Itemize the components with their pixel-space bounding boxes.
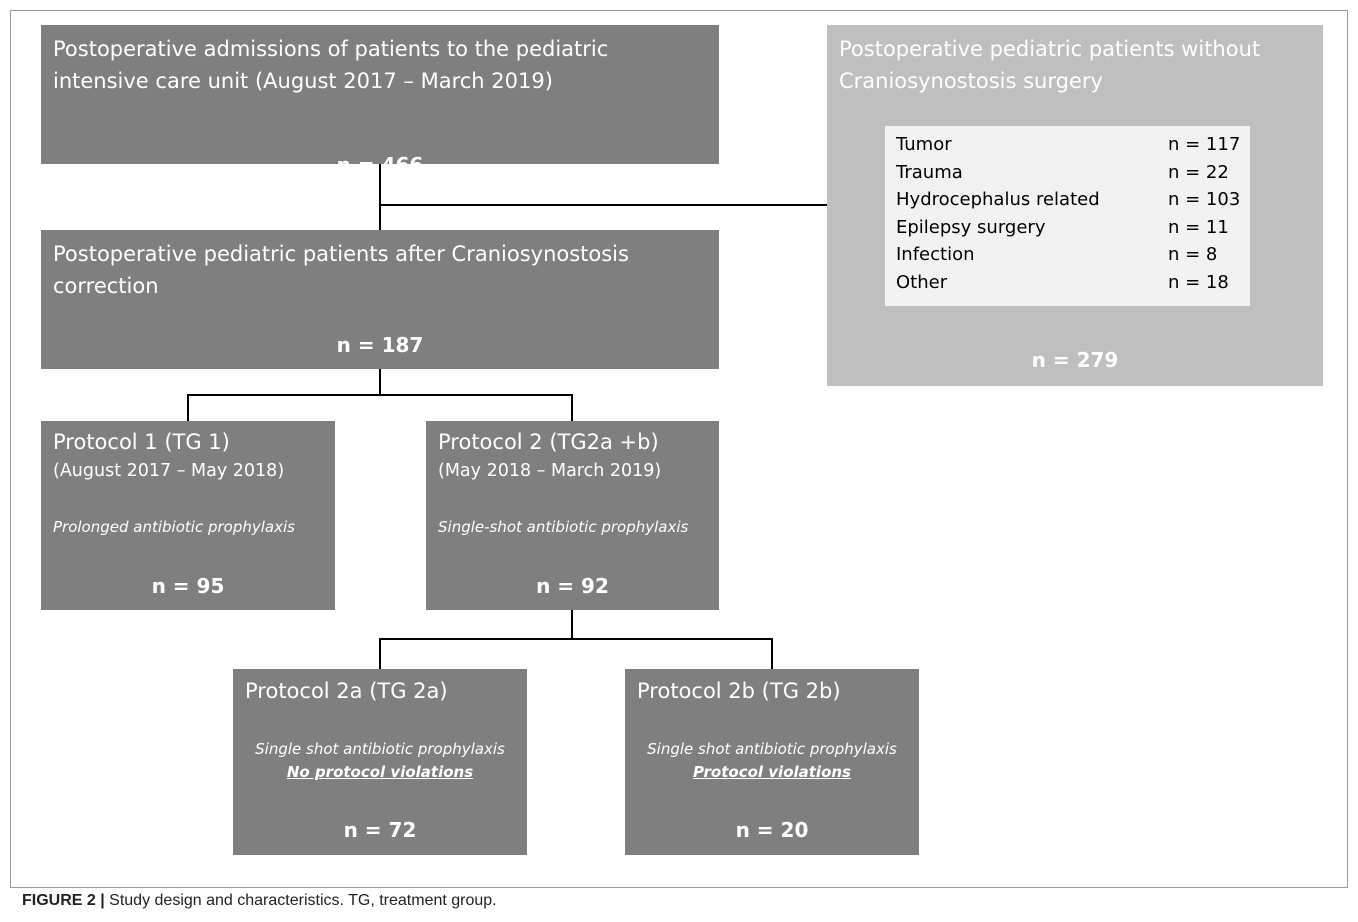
protocol1-description: Prolonged antibiotic prophylaxis: [53, 518, 295, 536]
category-row: Epilepsy surgery n = 11: [896, 214, 1240, 242]
connector-to-protocol1: [187, 394, 189, 421]
category-row: Hydrocephalus related n = 103: [896, 186, 1240, 214]
category-row: Other n = 18: [896, 269, 1240, 297]
category-name: Hydrocephalus related: [896, 189, 1100, 210]
protocol2a-count: n = 72: [343, 818, 417, 842]
connector-to-protocol2b: [771, 638, 773, 669]
without-surgery-box: Postoperative pediatric patients without…: [827, 25, 1323, 386]
category-row: Trauma n = 22: [896, 159, 1240, 187]
figure-frame: [10, 10, 1348, 888]
admissions-box: Postoperative admissions of patients to …: [41, 25, 719, 177]
after-correction-title: Postoperative pediatric patients after C…: [53, 242, 629, 298]
category-name: Epilepsy surgery: [896, 216, 1046, 238]
connector-to-protocol2a: [379, 638, 381, 669]
protocol1-box: Protocol 1 (TG 1) (August 2017 – May 201…: [41, 421, 335, 610]
protocol1-period: (August 2017 – May 2018): [53, 461, 285, 481]
category-table: Tumor n = 117 Trauma n = 22 Hydrocephalu…: [885, 126, 1250, 306]
category-name: Tumor: [896, 134, 952, 155]
protocol2a-description: Single shot antibiotic prophylaxis: [255, 740, 505, 758]
category-name: Trauma: [896, 161, 963, 183]
protocol1-count: n = 95: [151, 574, 225, 598]
without-surgery-title: Postoperative pediatric patients without…: [839, 37, 1261, 93]
protocol2a-note: No protocol violations: [286, 763, 474, 781]
category-count: n = 18: [1168, 271, 1229, 293]
admissions-count: n = 466: [336, 153, 424, 177]
protocol2-description: Single-shot antibiotic prophylaxis: [438, 518, 689, 536]
figure-caption: FIGURE 2 | Study design and characterist…: [22, 892, 497, 910]
protocol2-box: Protocol 2 (TG2a +b) (May 2018 – March 2…: [426, 421, 719, 610]
connector-protocol-split: [187, 394, 573, 396]
caption-text: Study design and characteristics. TG, tr…: [104, 892, 497, 909]
after-correction-count: n = 187: [336, 333, 424, 357]
category-count: n = 11: [1168, 216, 1229, 238]
category-count: n = 103: [1168, 189, 1241, 210]
caption-label: FIGURE 2 |: [22, 892, 105, 909]
admissions-title: Postoperative admissions of patients to …: [53, 37, 609, 93]
category-count: n = 8: [1168, 244, 1218, 265]
protocol2b-title: Protocol 2b (TG 2b): [637, 679, 841, 703]
protocol2-title: Protocol 2 (TG2a +b): [438, 430, 659, 454]
category-count: n = 117: [1168, 134, 1241, 155]
connector-to-without-surgery: [379, 204, 828, 206]
connector-protocol2-stem: [571, 610, 573, 639]
category-name: Other: [896, 271, 948, 293]
protocol2a-box: Protocol 2a (TG 2a) Single shot antibiot…: [233, 669, 527, 855]
connector-admissions-to-correction: [379, 164, 381, 230]
protocol2b-note: Protocol violations: [693, 763, 851, 781]
category-row: Tumor n = 117: [896, 131, 1240, 159]
protocol2b-description: Single shot antibiotic prophylaxis: [647, 740, 897, 758]
category-name: Infection: [896, 244, 975, 265]
protocol1-title: Protocol 1 (TG 1): [53, 430, 230, 454]
protocol2a-title: Protocol 2a (TG 2a): [245, 679, 448, 703]
protocol2b-count: n = 20: [735, 818, 809, 842]
connector-correction-stem: [379, 369, 381, 395]
protocol2-count: n = 92: [536, 574, 609, 598]
without-surgery-count: n = 279: [1031, 348, 1119, 372]
protocol2b-box: Protocol 2b (TG 2b) Single shot antibiot…: [625, 669, 919, 855]
protocol2-period: (May 2018 – March 2019): [438, 461, 662, 481]
connector-to-protocol2: [571, 394, 573, 421]
category-row: Infection n = 8: [896, 241, 1240, 269]
category-count: n = 22: [1168, 161, 1229, 183]
connector-protocol2-split: [379, 638, 773, 640]
after-correction-box: Postoperative pediatric patients after C…: [41, 230, 719, 369]
